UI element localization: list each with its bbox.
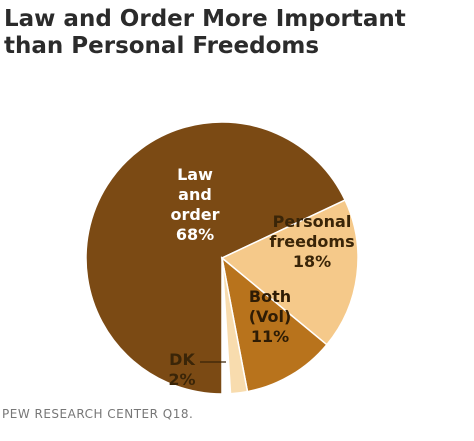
- value-label: 2%: [168, 370, 196, 389]
- slice-label: Law and order 68%: [155, 165, 235, 245]
- pie-slice: [221, 257, 249, 395]
- source-note: PEW RESEARCH CENTER Q18.: [2, 407, 194, 421]
- category-label: Law and order: [170, 165, 220, 224]
- slice-label: Personal freedoms 18%: [258, 212, 366, 272]
- value-label: 18%: [292, 252, 332, 271]
- category-label: Both (Vol): [248, 287, 292, 326]
- slice-label: DK 2%: [160, 350, 204, 390]
- pie-slice: [220, 256, 328, 393]
- category-label: DK: [169, 350, 195, 369]
- chart-title: Law and Order More Important than Person…: [4, 6, 406, 59]
- category-label: Personal freedoms: [269, 212, 355, 251]
- slice-label: Both (Vol) 11%: [230, 287, 310, 347]
- value-label: 11%: [250, 327, 290, 346]
- value-label: 68%: [175, 225, 215, 244]
- pie-slice: [85, 121, 347, 395]
- pie-slice: [220, 199, 359, 346]
